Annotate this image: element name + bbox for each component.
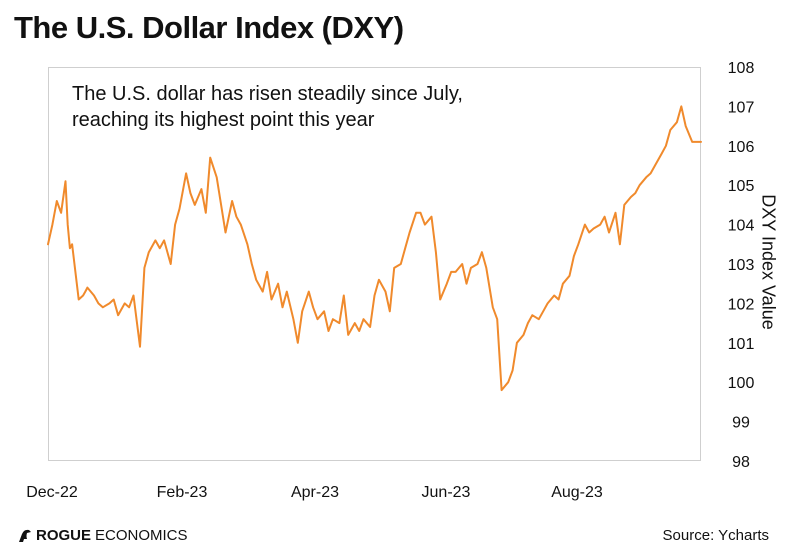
x-tick-label: Feb-23	[157, 484, 208, 501]
y-tick-label: 99	[732, 415, 750, 432]
annotation-line-1: The U.S. dollar has risen steadily since…	[72, 83, 463, 105]
annotation-line-2: reaching its highest point this year	[72, 109, 375, 131]
y-tick-label: 104	[728, 218, 755, 235]
y-tick-label: 98	[732, 454, 750, 471]
x-tick-label: Aug-23	[551, 484, 603, 501]
plot-area	[48, 67, 701, 461]
x-axis-ticks: Dec-22 Feb-23 Apr-23 Jun-23 Aug-23	[26, 484, 603, 501]
brand-name-bold: ROGUE	[36, 527, 92, 544]
bird-icon	[19, 529, 31, 542]
chart-annotation: The U.S. dollar has risen steadily since…	[72, 81, 542, 133]
x-tick-label: Dec-22	[26, 484, 78, 501]
chart-title: The U.S. Dollar Index (DXY)	[14, 10, 404, 45]
x-tick-label: Apr-23	[291, 484, 339, 501]
y-tick-label: 106	[728, 139, 755, 156]
x-tick-label: Jun-23	[422, 484, 471, 501]
y-axis-ticks: 98 99 100 101 102 103 104 105 106 107 108	[728, 60, 755, 471]
y-tick-label: 107	[728, 99, 755, 116]
y-tick-label: 100	[728, 375, 755, 392]
y-tick-label: 108	[728, 60, 755, 77]
source-note: Source: Ycharts	[662, 527, 769, 544]
y-tick-label: 105	[728, 178, 755, 195]
y-tick-label: 102	[728, 296, 755, 313]
y-tick-label: 103	[728, 257, 755, 274]
dxy-series-line	[47, 105, 702, 392]
y-axis-label: DXY Index Value	[758, 194, 779, 330]
brand-name-regular: ECONOMICS	[95, 527, 188, 544]
brand-logo: ROGUE ECONOMICS	[18, 527, 188, 544]
y-tick-label: 101	[728, 336, 755, 353]
